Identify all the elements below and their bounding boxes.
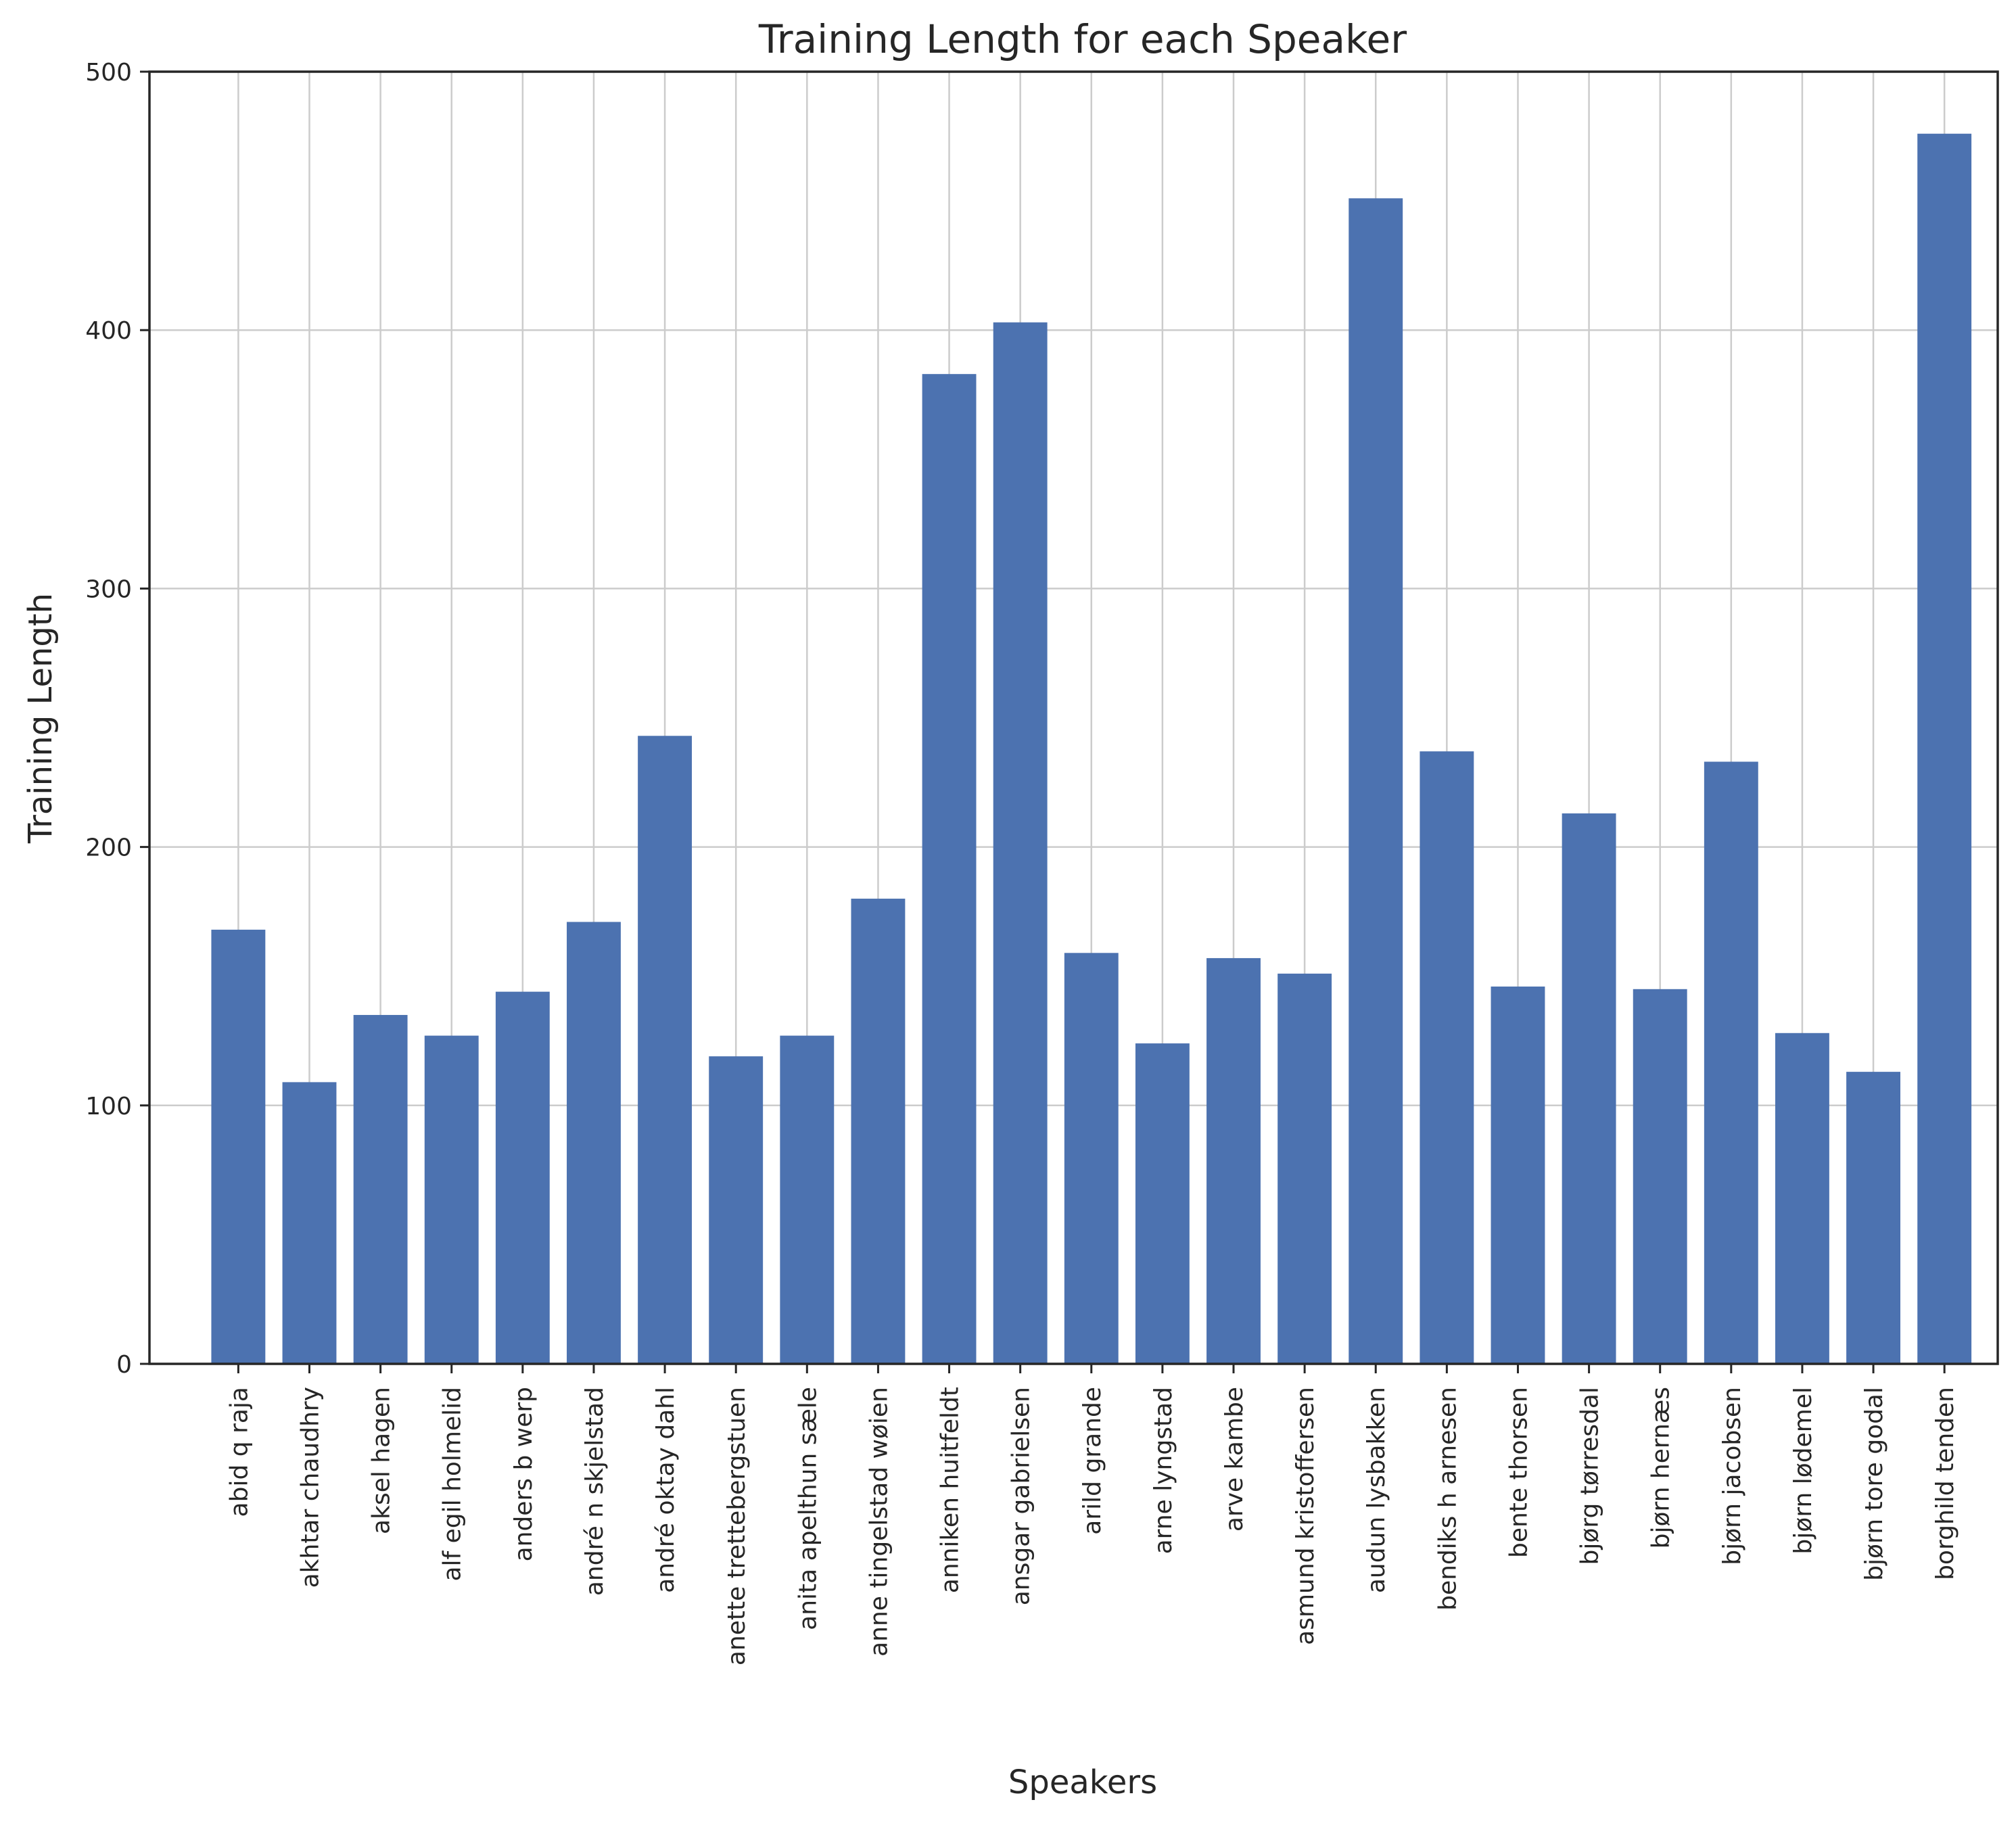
x-tick-label: bjørn hernæs [1647,1387,1675,1548]
x-tick-label: anita apelthun sæle [794,1387,822,1630]
x-tick-label: asmund kristoffersen [1292,1387,1319,1645]
bar [1846,1072,1900,1364]
plot-frame [148,70,1999,1365]
y-tick-label: 500 [85,59,132,87]
chart-title: Training Length for each Speaker [758,16,1407,62]
bar [424,1035,479,1364]
bar [1491,986,1545,1364]
bar [282,1082,337,1364]
bars [211,133,1972,1364]
x-tick-label: arne lyngstad [1150,1387,1177,1554]
bar [495,991,550,1364]
x-axis-title: Speakers [1008,1763,1157,1801]
x-tick-label: bjørn lødemel [1789,1387,1817,1555]
bar [567,922,621,1364]
x-tick-label: abid q raja [225,1387,253,1517]
bar [1277,973,1332,1364]
x-tick-label: bente thorsen [1505,1387,1532,1558]
bar [1349,198,1403,1364]
bar [1633,989,1687,1364]
bar [709,1056,764,1364]
bar [1775,1033,1829,1364]
bar [1064,953,1119,1364]
x-tick-label: ansgar gabrielsen [1008,1387,1035,1605]
bar [1562,813,1616,1364]
x-tick-label: andré oktay dahl [652,1387,680,1593]
bar [1704,761,1758,1364]
bar [780,1035,835,1364]
x-tick-label: audun lysbakken [1363,1387,1390,1593]
y-axis-title: Training Length [22,593,60,844]
y-tick-label: 300 [85,575,132,603]
x-tick-label: bendiks h arnesen [1434,1387,1461,1611]
x-tick-label: akhtar chaudhry [297,1387,325,1588]
x-tick-label: anniken huitfeldt [937,1387,964,1593]
x-tick-label: bjørg tørresdal [1576,1387,1604,1565]
bar [211,929,266,1364]
bar [1135,1043,1190,1364]
x-tick-label: borghild tenden [1931,1387,1959,1580]
y-tick-label: 400 [85,317,132,345]
x-tick-label: bjørn tore godal [1860,1387,1888,1581]
x-tick-label: bjørn jacobsen [1718,1387,1746,1565]
x-tick-label: aksel hagen [368,1387,396,1534]
x-tick-label: andré n skjelstad [581,1387,609,1596]
ticks: 0 100 200 300 400 500 abid q raja akhtar chaudh… [85,59,1959,1665]
bar [1917,133,1972,1364]
bar [922,374,977,1364]
bar [353,1015,408,1364]
bar [1420,751,1474,1364]
x-tick-label: arild grande [1079,1387,1106,1535]
y-tick-label: 200 [85,834,132,862]
bar [851,899,906,1364]
bar [638,736,693,1364]
x-tick-label: arve kambe [1221,1387,1248,1532]
x-tick-label: anette trettebergstuen [723,1387,751,1665]
y-tick-label: 100 [85,1093,132,1120]
y-tick-label: 0 [116,1351,132,1379]
x-tick-label: alf egil holmelid [439,1387,467,1582]
x-tick-label: anders b werp [510,1387,538,1561]
bar [993,322,1048,1364]
x-tick-label: anne tingelstad wøien [865,1387,893,1657]
bar [1206,957,1261,1364]
